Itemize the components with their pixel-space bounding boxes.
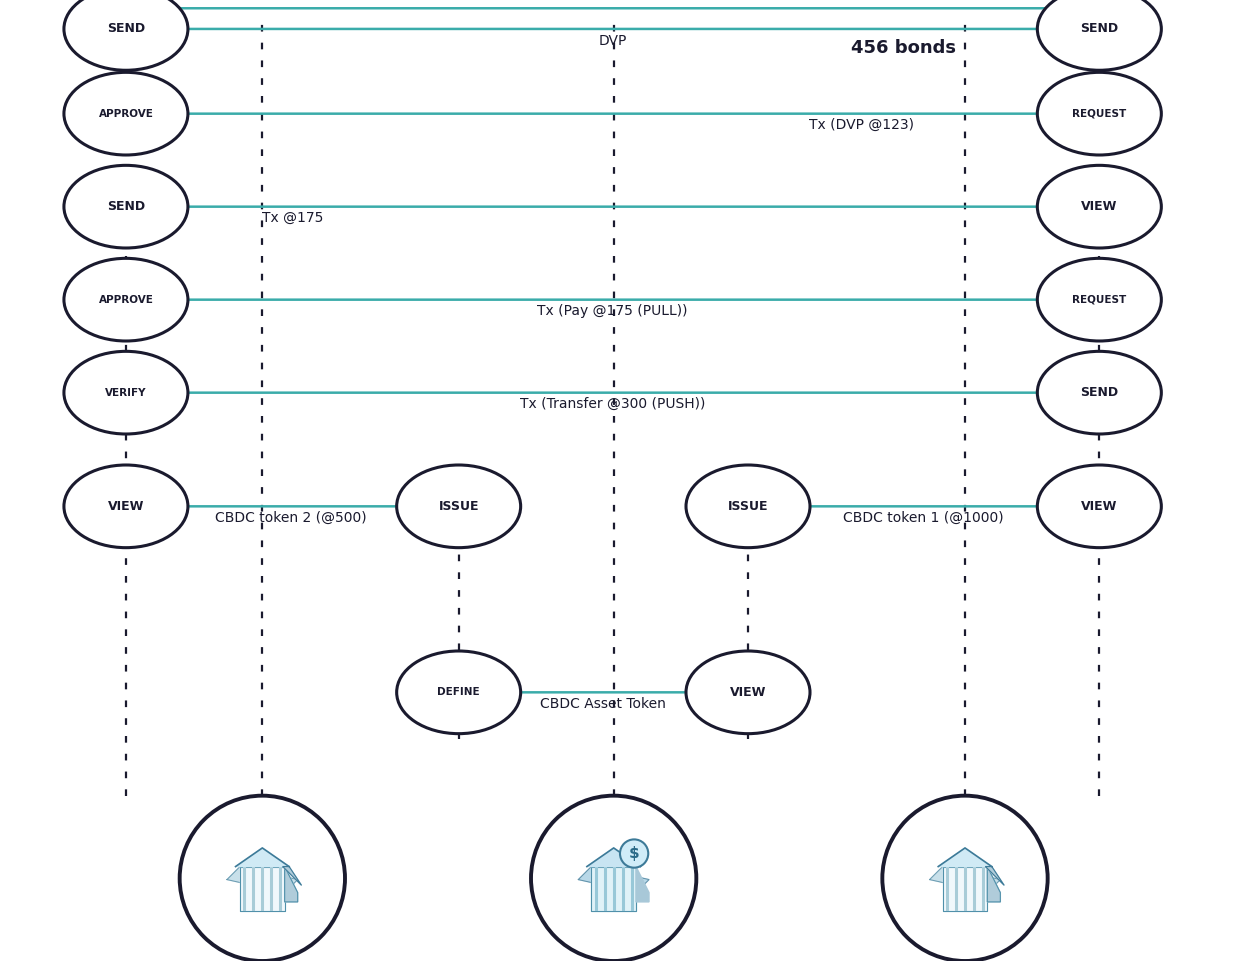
Ellipse shape	[1037, 165, 1162, 248]
Text: VIEW: VIEW	[1081, 500, 1117, 513]
Text: APPROVE: APPROVE	[99, 295, 154, 305]
Text: Tx (DVP @123): Tx (DVP @123)	[809, 118, 915, 133]
Text: SEND: SEND	[107, 200, 145, 213]
Text: CBDC Asset Token: CBDC Asset Token	[540, 697, 666, 711]
Text: Tx (Pay @175 (PULL)): Tx (Pay @175 (PULL))	[538, 305, 688, 318]
Ellipse shape	[64, 72, 188, 155]
Circle shape	[620, 839, 648, 868]
Ellipse shape	[1037, 0, 1162, 70]
Text: Tx @175: Tx @175	[262, 211, 323, 225]
Polygon shape	[636, 867, 649, 901]
Ellipse shape	[64, 0, 188, 70]
Text: SEND: SEND	[1081, 386, 1118, 399]
Ellipse shape	[397, 651, 520, 733]
Text: SEND: SEND	[1081, 22, 1118, 36]
Polygon shape	[240, 867, 285, 911]
Polygon shape	[236, 848, 290, 867]
Polygon shape	[592, 867, 636, 911]
Text: VIEW: VIEW	[730, 686, 766, 699]
Polygon shape	[283, 867, 302, 885]
Ellipse shape	[1037, 465, 1162, 548]
Text: APPROVE: APPROVE	[99, 109, 154, 118]
Text: ISSUE: ISSUE	[728, 500, 769, 513]
Ellipse shape	[1037, 352, 1162, 434]
Text: REQUEST: REQUEST	[1072, 295, 1127, 305]
Text: DEFINE: DEFINE	[437, 687, 480, 698]
Text: CBDC token 1 (@1000): CBDC token 1 (@1000)	[844, 511, 1003, 525]
Ellipse shape	[397, 465, 520, 548]
Text: $: $	[629, 846, 639, 861]
Ellipse shape	[686, 651, 810, 733]
Text: DVP: DVP	[599, 34, 626, 47]
Text: ISSUE: ISSUE	[438, 500, 479, 513]
Polygon shape	[930, 867, 1001, 893]
Text: SEND: SEND	[107, 22, 145, 36]
Ellipse shape	[64, 259, 188, 341]
Text: VERIFY: VERIFY	[105, 387, 147, 398]
Ellipse shape	[64, 465, 188, 548]
Ellipse shape	[1037, 259, 1162, 341]
Ellipse shape	[64, 165, 188, 248]
Polygon shape	[227, 867, 298, 893]
Polygon shape	[587, 848, 640, 867]
Polygon shape	[285, 867, 298, 901]
Polygon shape	[942, 867, 987, 911]
Text: CBDC token 2 (@500): CBDC token 2 (@500)	[216, 511, 367, 525]
Text: Tx (Transfer @300 (PUSH)): Tx (Transfer @300 (PUSH))	[520, 397, 705, 411]
Ellipse shape	[1037, 72, 1162, 155]
Polygon shape	[986, 867, 1005, 885]
Polygon shape	[578, 867, 649, 893]
Text: REQUEST: REQUEST	[1072, 109, 1127, 118]
Text: VIEW: VIEW	[1081, 200, 1117, 213]
Polygon shape	[987, 867, 1001, 901]
Polygon shape	[938, 848, 992, 867]
Ellipse shape	[64, 352, 188, 434]
Text: VIEW: VIEW	[107, 500, 144, 513]
Text: 456 bonds: 456 bonds	[850, 38, 956, 57]
Ellipse shape	[686, 465, 810, 548]
